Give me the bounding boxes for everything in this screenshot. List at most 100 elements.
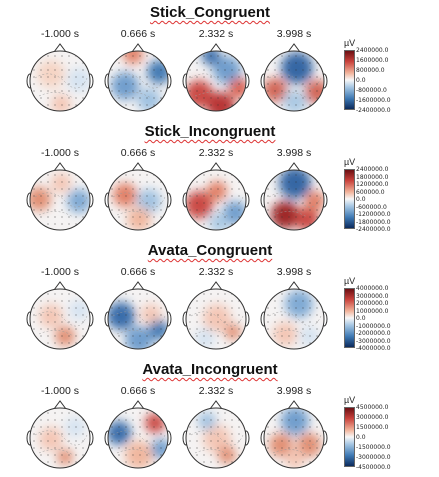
electrode-dot — [153, 188, 155, 190]
electrode-dot — [111, 174, 113, 176]
electrode-dot — [267, 433, 269, 435]
electrode-dot — [125, 314, 127, 316]
contour-line — [190, 311, 244, 327]
electrode-dot — [118, 454, 120, 456]
electrode-dot — [139, 62, 141, 64]
electrode-dot — [153, 321, 155, 323]
contour-line — [116, 92, 152, 99]
electrode-dot — [75, 188, 77, 190]
electrode-dot — [238, 202, 240, 204]
electrode-dot — [267, 328, 269, 330]
electrode-dot — [146, 447, 148, 449]
electrode-dot — [132, 433, 134, 435]
electrode-dot — [33, 55, 35, 57]
electrode-dot — [82, 223, 84, 225]
electrode-dot — [196, 447, 198, 449]
electrode-dot — [139, 328, 141, 330]
electrode-dot — [75, 461, 77, 463]
electrode-dot — [224, 419, 226, 421]
electrode-dot — [160, 454, 162, 456]
electrode-dot — [203, 440, 205, 442]
electrode-dot — [47, 181, 49, 183]
electrode-dot — [82, 342, 84, 344]
electrode-dot — [68, 433, 70, 435]
electrode-dot — [132, 202, 134, 204]
electrode-dot — [309, 202, 311, 204]
activation-region — [273, 322, 297, 346]
electrode-dot — [196, 216, 198, 218]
electrode-dot — [61, 188, 63, 190]
electrode-dot — [217, 62, 219, 64]
electrode-dot — [189, 216, 191, 218]
electrode-dot — [217, 335, 219, 337]
head-outline — [29, 50, 91, 112]
electrode-dot — [231, 83, 233, 85]
electrode-dot — [210, 321, 212, 323]
electrode-dot — [238, 90, 240, 92]
electrode-dot — [33, 321, 35, 323]
electrode-dot — [47, 321, 49, 323]
electrode-dot — [75, 314, 77, 316]
electrode-dot — [316, 174, 318, 176]
electrode-dot — [61, 195, 63, 197]
electrode-dot — [224, 223, 226, 225]
contour-line — [38, 330, 74, 337]
electrode-dot — [267, 195, 269, 197]
electrode-dot — [217, 300, 219, 302]
electrode-dot — [302, 335, 304, 337]
electrode-dot — [309, 300, 311, 302]
electrode-dot — [274, 419, 276, 421]
electrode-dot — [295, 433, 297, 435]
electrode-dot — [146, 174, 148, 176]
electrode-dot — [54, 433, 56, 435]
electrode-dot — [302, 307, 304, 309]
electrode-dot — [224, 426, 226, 428]
electrode-dot — [203, 419, 205, 421]
electrode-dot — [217, 223, 219, 225]
electrode-dot — [238, 55, 240, 57]
electrode-dot — [33, 83, 35, 85]
electrode-dot — [196, 440, 198, 442]
electrode-dot — [274, 90, 276, 92]
electrode-dot — [111, 90, 113, 92]
electrode-dot — [125, 181, 127, 183]
electrode-dot — [196, 419, 198, 421]
electrode-dot — [132, 209, 134, 211]
electrode-dot — [295, 195, 297, 197]
electrode-dot — [309, 97, 311, 99]
electrode-dot — [54, 223, 56, 225]
activation-region — [207, 92, 235, 111]
electrode-dot — [82, 104, 84, 106]
electrode-dot — [54, 90, 56, 92]
electrode-dot — [281, 188, 283, 190]
electrode-dot — [224, 181, 226, 183]
electrode-dot — [295, 76, 297, 78]
colorbar — [344, 169, 355, 229]
electrode-dot — [267, 461, 269, 463]
electrode-dot — [139, 202, 141, 204]
electrode-dot — [40, 209, 42, 211]
electrode-dot — [302, 69, 304, 71]
electrode-dot — [288, 321, 290, 323]
electrode-dot — [203, 181, 205, 183]
electrode-dot — [309, 181, 311, 183]
head-outline — [263, 288, 325, 350]
electrode-dot — [288, 461, 290, 463]
time-label: 2.332 s — [198, 28, 234, 40]
electrode-dot — [274, 174, 276, 176]
electrode-dot — [295, 454, 297, 456]
electrode-dot — [281, 195, 283, 197]
electrode-dot — [153, 181, 155, 183]
electrode-dot — [231, 195, 233, 197]
electrode-dot — [139, 419, 141, 421]
head-outline — [107, 50, 169, 112]
electrode-dot — [132, 188, 134, 190]
colorbar-tick-label: -1500000.0 — [356, 444, 391, 451]
electrode-dot — [68, 202, 70, 204]
electrode-dot — [238, 335, 240, 337]
electrode-dot — [224, 174, 226, 176]
electrode-dot — [267, 300, 269, 302]
nose-outline — [209, 400, 223, 410]
electrode-dot — [47, 62, 49, 64]
electrode-dot — [61, 412, 63, 414]
